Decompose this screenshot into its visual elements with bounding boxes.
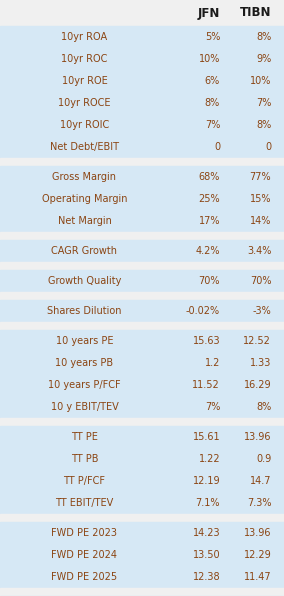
Text: 77%: 77% xyxy=(250,172,271,182)
Text: 10 years P/FCF: 10 years P/FCF xyxy=(48,380,121,390)
Bar xyxy=(0,522,284,588)
Bar xyxy=(0,26,284,158)
Text: 1.2: 1.2 xyxy=(205,358,220,368)
Text: 11.47: 11.47 xyxy=(244,572,271,582)
Text: 11.52: 11.52 xyxy=(192,380,220,390)
Text: -3%: -3% xyxy=(252,306,271,316)
Text: Net Margin: Net Margin xyxy=(58,216,111,226)
Text: 7.3%: 7.3% xyxy=(247,498,271,508)
Text: 70%: 70% xyxy=(199,276,220,286)
Text: 68%: 68% xyxy=(199,172,220,182)
Text: 14.7: 14.7 xyxy=(250,476,271,486)
Text: CAGR Growth: CAGR Growth xyxy=(51,246,118,256)
Text: 10 years PE: 10 years PE xyxy=(56,336,113,346)
Text: FWD PE 2025: FWD PE 2025 xyxy=(51,572,118,582)
Text: 10yr ROCE: 10yr ROCE xyxy=(58,98,111,108)
Text: 8%: 8% xyxy=(205,98,220,108)
Text: 13.96: 13.96 xyxy=(244,528,271,538)
Text: 10yr ROA: 10yr ROA xyxy=(61,32,108,42)
Text: FWD PE 2023: FWD PE 2023 xyxy=(51,528,118,538)
Text: 12.52: 12.52 xyxy=(243,336,271,346)
Bar xyxy=(0,0,284,26)
Text: 15.63: 15.63 xyxy=(193,336,220,346)
Text: 0.9: 0.9 xyxy=(256,454,271,464)
Bar xyxy=(0,270,284,292)
Text: 8%: 8% xyxy=(256,120,271,130)
Text: 1.33: 1.33 xyxy=(250,358,271,368)
Bar xyxy=(0,322,284,330)
Text: 13.50: 13.50 xyxy=(193,550,220,560)
Text: 12.19: 12.19 xyxy=(193,476,220,486)
Text: 10yr ROC: 10yr ROC xyxy=(61,54,108,64)
Text: TT P/FCF: TT P/FCF xyxy=(64,476,105,486)
Text: 7%: 7% xyxy=(205,402,220,412)
Text: 10 y EBIT/TEV: 10 y EBIT/TEV xyxy=(51,402,118,412)
Text: 10%: 10% xyxy=(199,54,220,64)
Bar xyxy=(0,300,284,322)
Text: 14%: 14% xyxy=(250,216,271,226)
Text: 70%: 70% xyxy=(250,276,271,286)
Text: Gross Margin: Gross Margin xyxy=(53,172,116,182)
Text: 12.29: 12.29 xyxy=(243,550,271,560)
Text: TIBN: TIBN xyxy=(240,7,271,20)
Text: JFN: JFN xyxy=(198,7,220,20)
Text: Shares Dilution: Shares Dilution xyxy=(47,306,122,316)
Text: 6%: 6% xyxy=(205,76,220,86)
Text: 10%: 10% xyxy=(250,76,271,86)
Text: 15.61: 15.61 xyxy=(193,432,220,442)
Text: TT EBIT/TEV: TT EBIT/TEV xyxy=(55,498,114,508)
Text: 8%: 8% xyxy=(256,402,271,412)
Bar xyxy=(0,240,284,262)
Text: Net Debt/EBIT: Net Debt/EBIT xyxy=(50,142,119,152)
Text: -0.02%: -0.02% xyxy=(186,306,220,316)
Text: 12.38: 12.38 xyxy=(193,572,220,582)
Text: 4.2%: 4.2% xyxy=(196,246,220,256)
Text: 7%: 7% xyxy=(205,120,220,130)
Text: 14.23: 14.23 xyxy=(193,528,220,538)
Text: 13.96: 13.96 xyxy=(244,432,271,442)
Bar xyxy=(0,262,284,270)
Text: 5%: 5% xyxy=(205,32,220,42)
Text: 0: 0 xyxy=(214,142,220,152)
Text: Operating Margin: Operating Margin xyxy=(42,194,127,204)
Text: 25%: 25% xyxy=(199,194,220,204)
Text: FWD PE 2024: FWD PE 2024 xyxy=(51,550,118,560)
Text: 15%: 15% xyxy=(250,194,271,204)
Bar xyxy=(0,166,284,232)
Text: 10 years PB: 10 years PB xyxy=(55,358,114,368)
Text: 10yr ROIC: 10yr ROIC xyxy=(60,120,109,130)
Text: Growth Quality: Growth Quality xyxy=(48,276,121,286)
Bar xyxy=(0,514,284,522)
Bar xyxy=(0,330,284,418)
Text: 8%: 8% xyxy=(256,32,271,42)
Text: 10yr ROE: 10yr ROE xyxy=(62,76,107,86)
Text: TT PE: TT PE xyxy=(71,432,98,442)
Text: 0: 0 xyxy=(265,142,271,152)
Text: 16.29: 16.29 xyxy=(244,380,271,390)
Text: 3.4%: 3.4% xyxy=(247,246,271,256)
Text: 7%: 7% xyxy=(256,98,271,108)
Text: 1.22: 1.22 xyxy=(199,454,220,464)
Bar xyxy=(0,426,284,514)
Bar xyxy=(0,292,284,300)
Text: TT PB: TT PB xyxy=(71,454,98,464)
Text: 7.1%: 7.1% xyxy=(196,498,220,508)
Bar xyxy=(0,588,284,596)
Bar xyxy=(0,418,284,426)
Text: 9%: 9% xyxy=(256,54,271,64)
Text: 17%: 17% xyxy=(199,216,220,226)
Bar xyxy=(0,232,284,240)
Bar xyxy=(0,158,284,166)
